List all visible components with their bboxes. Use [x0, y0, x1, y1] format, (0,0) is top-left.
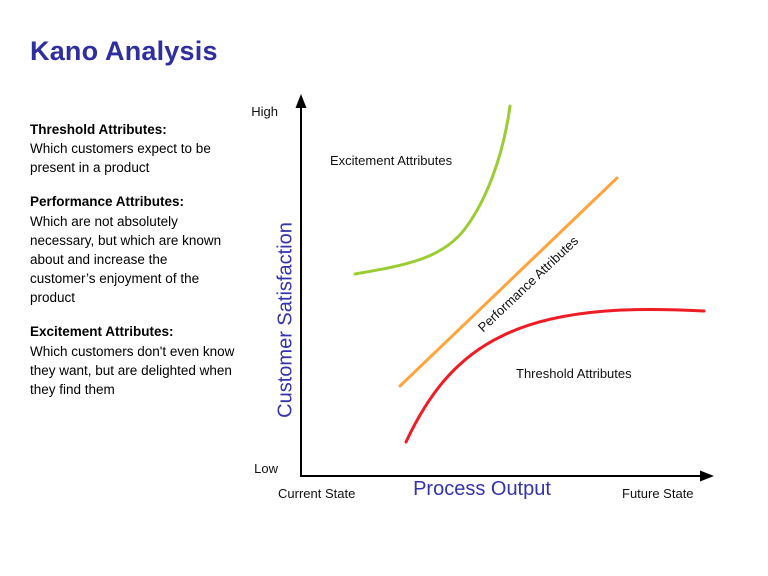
x-future-state-label: Future State — [622, 486, 694, 501]
definition-body: Which customers don't even know they wan… — [30, 343, 235, 397]
y-low-label: Low — [254, 461, 278, 476]
chart-canvas — [295, 94, 714, 482]
performance-curve — [398, 176, 619, 388]
definition-heading: Threshold Attributes: — [30, 122, 167, 137]
page-title: Kano Analysis — [30, 36, 218, 66]
x-axis-title: Process Output — [413, 478, 551, 500]
x-axis-arrow-icon — [700, 470, 714, 482]
y-high-label: High — [251, 104, 278, 119]
excitement-curve — [353, 104, 512, 276]
threshold-curve-label: Threshold Attributes — [516, 366, 632, 381]
x-current-state-label: Current State — [278, 486, 356, 501]
definitions-panel: Threshold Attributes: Which customers ex… — [30, 120, 236, 414]
definition-threshold: Threshold Attributes: Which customers ex… — [30, 120, 236, 177]
definition-body: Which customers expect to be present in … — [30, 141, 211, 176]
definition-excitement: Excitement Attributes: Which customers d… — [30, 322, 236, 399]
excitement-curve-label: Excitement Attributes — [330, 153, 453, 168]
definition-body: Which are not absolutely necessary, but … — [30, 213, 222, 306]
definition-heading: Excitement Attributes: — [30, 324, 174, 340]
definition-performance: Performance Attributes: Which are not ab… — [30, 192, 236, 307]
definition-heading: Performance Attributes: — [30, 194, 185, 210]
y-axis-title: Customer Satisfaction — [274, 222, 297, 418]
threshold-curve — [404, 307, 706, 444]
y-axis-arrow-icon — [295, 94, 307, 108]
